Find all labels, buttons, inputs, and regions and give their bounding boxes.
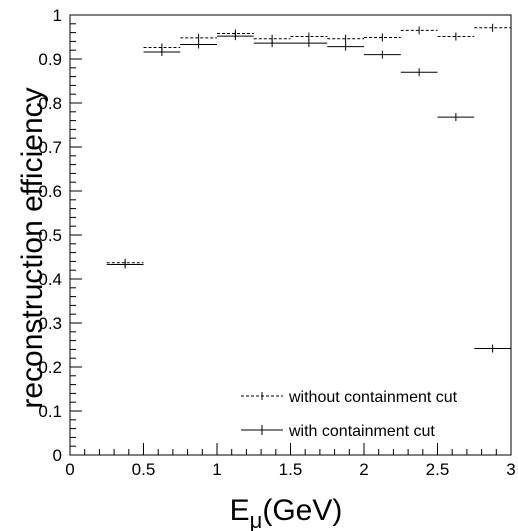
y-tick-label: 1 <box>53 6 62 25</box>
x-tick-label: 3 <box>506 460 515 479</box>
y-axis-title: reconstruction efficiency <box>16 87 49 408</box>
y-tick-label: 0.1 <box>38 402 62 421</box>
y-tick-label: 0.5 <box>38 226 62 245</box>
y-tick-label: 0 <box>53 446 62 465</box>
y-tick-label: 0.4 <box>38 270 62 289</box>
y-tick-label: 0.7 <box>38 138 62 157</box>
y-tick-label: 0.8 <box>38 94 62 113</box>
legend-label-without-cut: without containment cut <box>288 389 458 406</box>
x-tick-label: 1.5 <box>279 460 303 479</box>
x-axis-title-unit: (GeV) <box>262 494 342 527</box>
x-axis-title-sub: μ <box>250 508 263 531</box>
x-tick-label: 2.5 <box>426 460 450 479</box>
legend: without containment cut with containment… <box>241 389 458 440</box>
series-with-cut <box>106 32 511 353</box>
y-tick-label: 0.3 <box>38 314 62 333</box>
x-tick-label: 1 <box>212 460 221 479</box>
legend-label-with-cut: with containment cut <box>288 423 435 440</box>
y-tick-label: 0.2 <box>38 358 62 377</box>
series-without-cut <box>106 23 511 267</box>
x-tick-label: 0.5 <box>132 460 156 479</box>
data-series <box>106 23 511 353</box>
x-tick-label: 0 <box>65 460 74 479</box>
axes: 0 0.5 1 1.5 2 2.5 3 0 0.1 0.2 0.3 0.4 0.5 0.6 0.7 0.8 0.… <box>38 6 515 479</box>
x-axis-title: Eμ(GeV) <box>230 494 343 531</box>
y-tick-label: 0.6 <box>38 182 62 201</box>
x-tick-label: 2 <box>359 460 368 479</box>
y-tick-label: 0.9 <box>38 50 62 69</box>
x-axis-title-main: E <box>230 494 250 527</box>
